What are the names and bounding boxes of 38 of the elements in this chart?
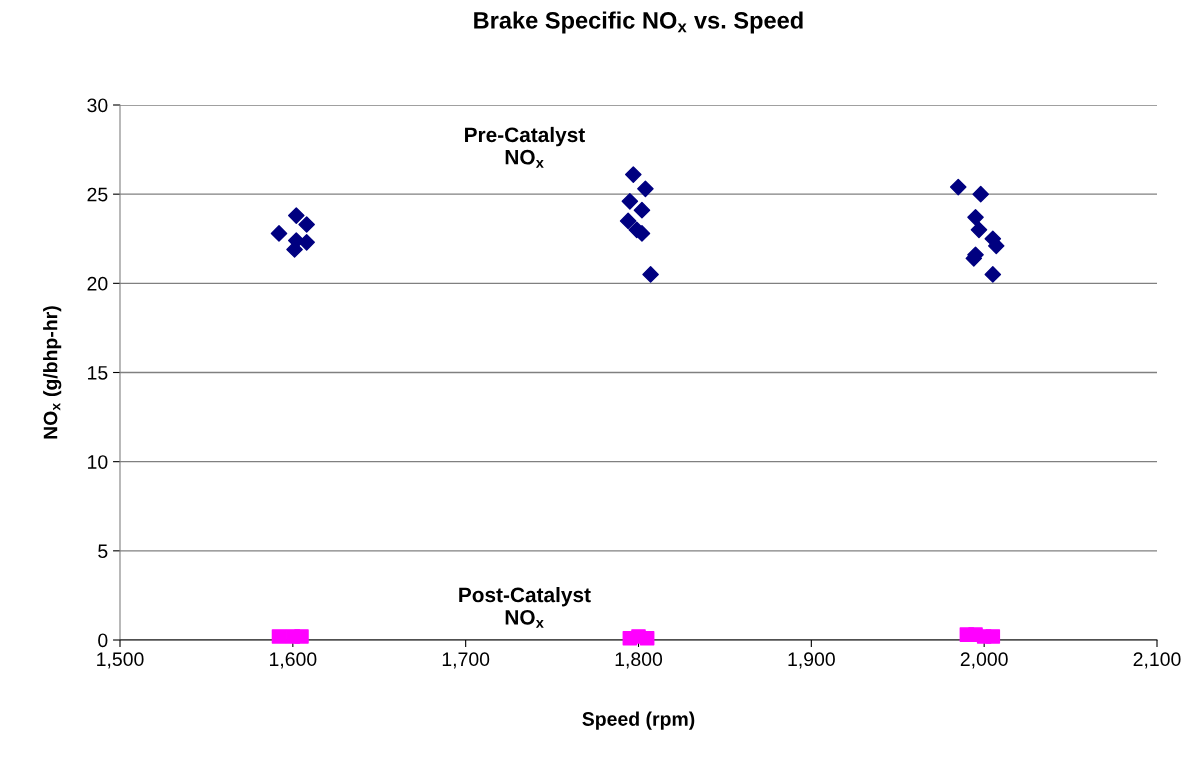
point	[970, 221, 988, 239]
point	[625, 166, 642, 183]
point	[287, 207, 305, 224]
point	[949, 178, 967, 196]
y-tick-label: 30	[87, 98, 108, 113]
y-tick-label: 25	[87, 187, 108, 202]
chart-title: Brake Specific NO$_{x}$ vs. Speed	[474, 11, 803, 34]
y-tick-label: 5	[98, 544, 108, 559]
point	[294, 629, 309, 644]
series-label: Pre-Catalyst NO$_{x}$	[465, 126, 585, 168]
point	[621, 192, 639, 210]
point	[985, 629, 1001, 644]
point	[972, 185, 990, 203]
point	[637, 180, 654, 198]
x-axis-title: Speed (rpm)	[582, 711, 695, 730]
point	[619, 212, 637, 230]
x-tick-label: 2,000	[960, 652, 1008, 669]
point	[270, 225, 288, 242]
y-tick-label: 10	[88, 455, 108, 469]
point	[967, 209, 984, 226]
y-tick-label: 20	[87, 276, 108, 291]
y-tick-label: 0	[98, 633, 108, 648]
y-tick-label: 15	[88, 366, 108, 380]
point	[633, 201, 651, 219]
x-tick-label: 1,900	[788, 652, 835, 669]
point	[298, 234, 315, 251]
point	[639, 630, 655, 646]
x-tick-label: 2,100	[1133, 652, 1181, 669]
x-tick-label: 1,800	[615, 652, 663, 669]
x-tick-label: 1,700	[442, 652, 490, 669]
point	[298, 216, 315, 233]
point	[642, 266, 659, 283]
series-label: Post-Catalyst NO$_{x}$	[459, 586, 591, 628]
x-tick-label: 1,600	[269, 652, 317, 669]
y-axis-title: NO$_{x}$ (g/bhp-hr)	[43, 306, 62, 439]
x-tick-label: 1,500	[97, 652, 144, 669]
point	[984, 266, 1002, 283]
point	[271, 629, 287, 644]
